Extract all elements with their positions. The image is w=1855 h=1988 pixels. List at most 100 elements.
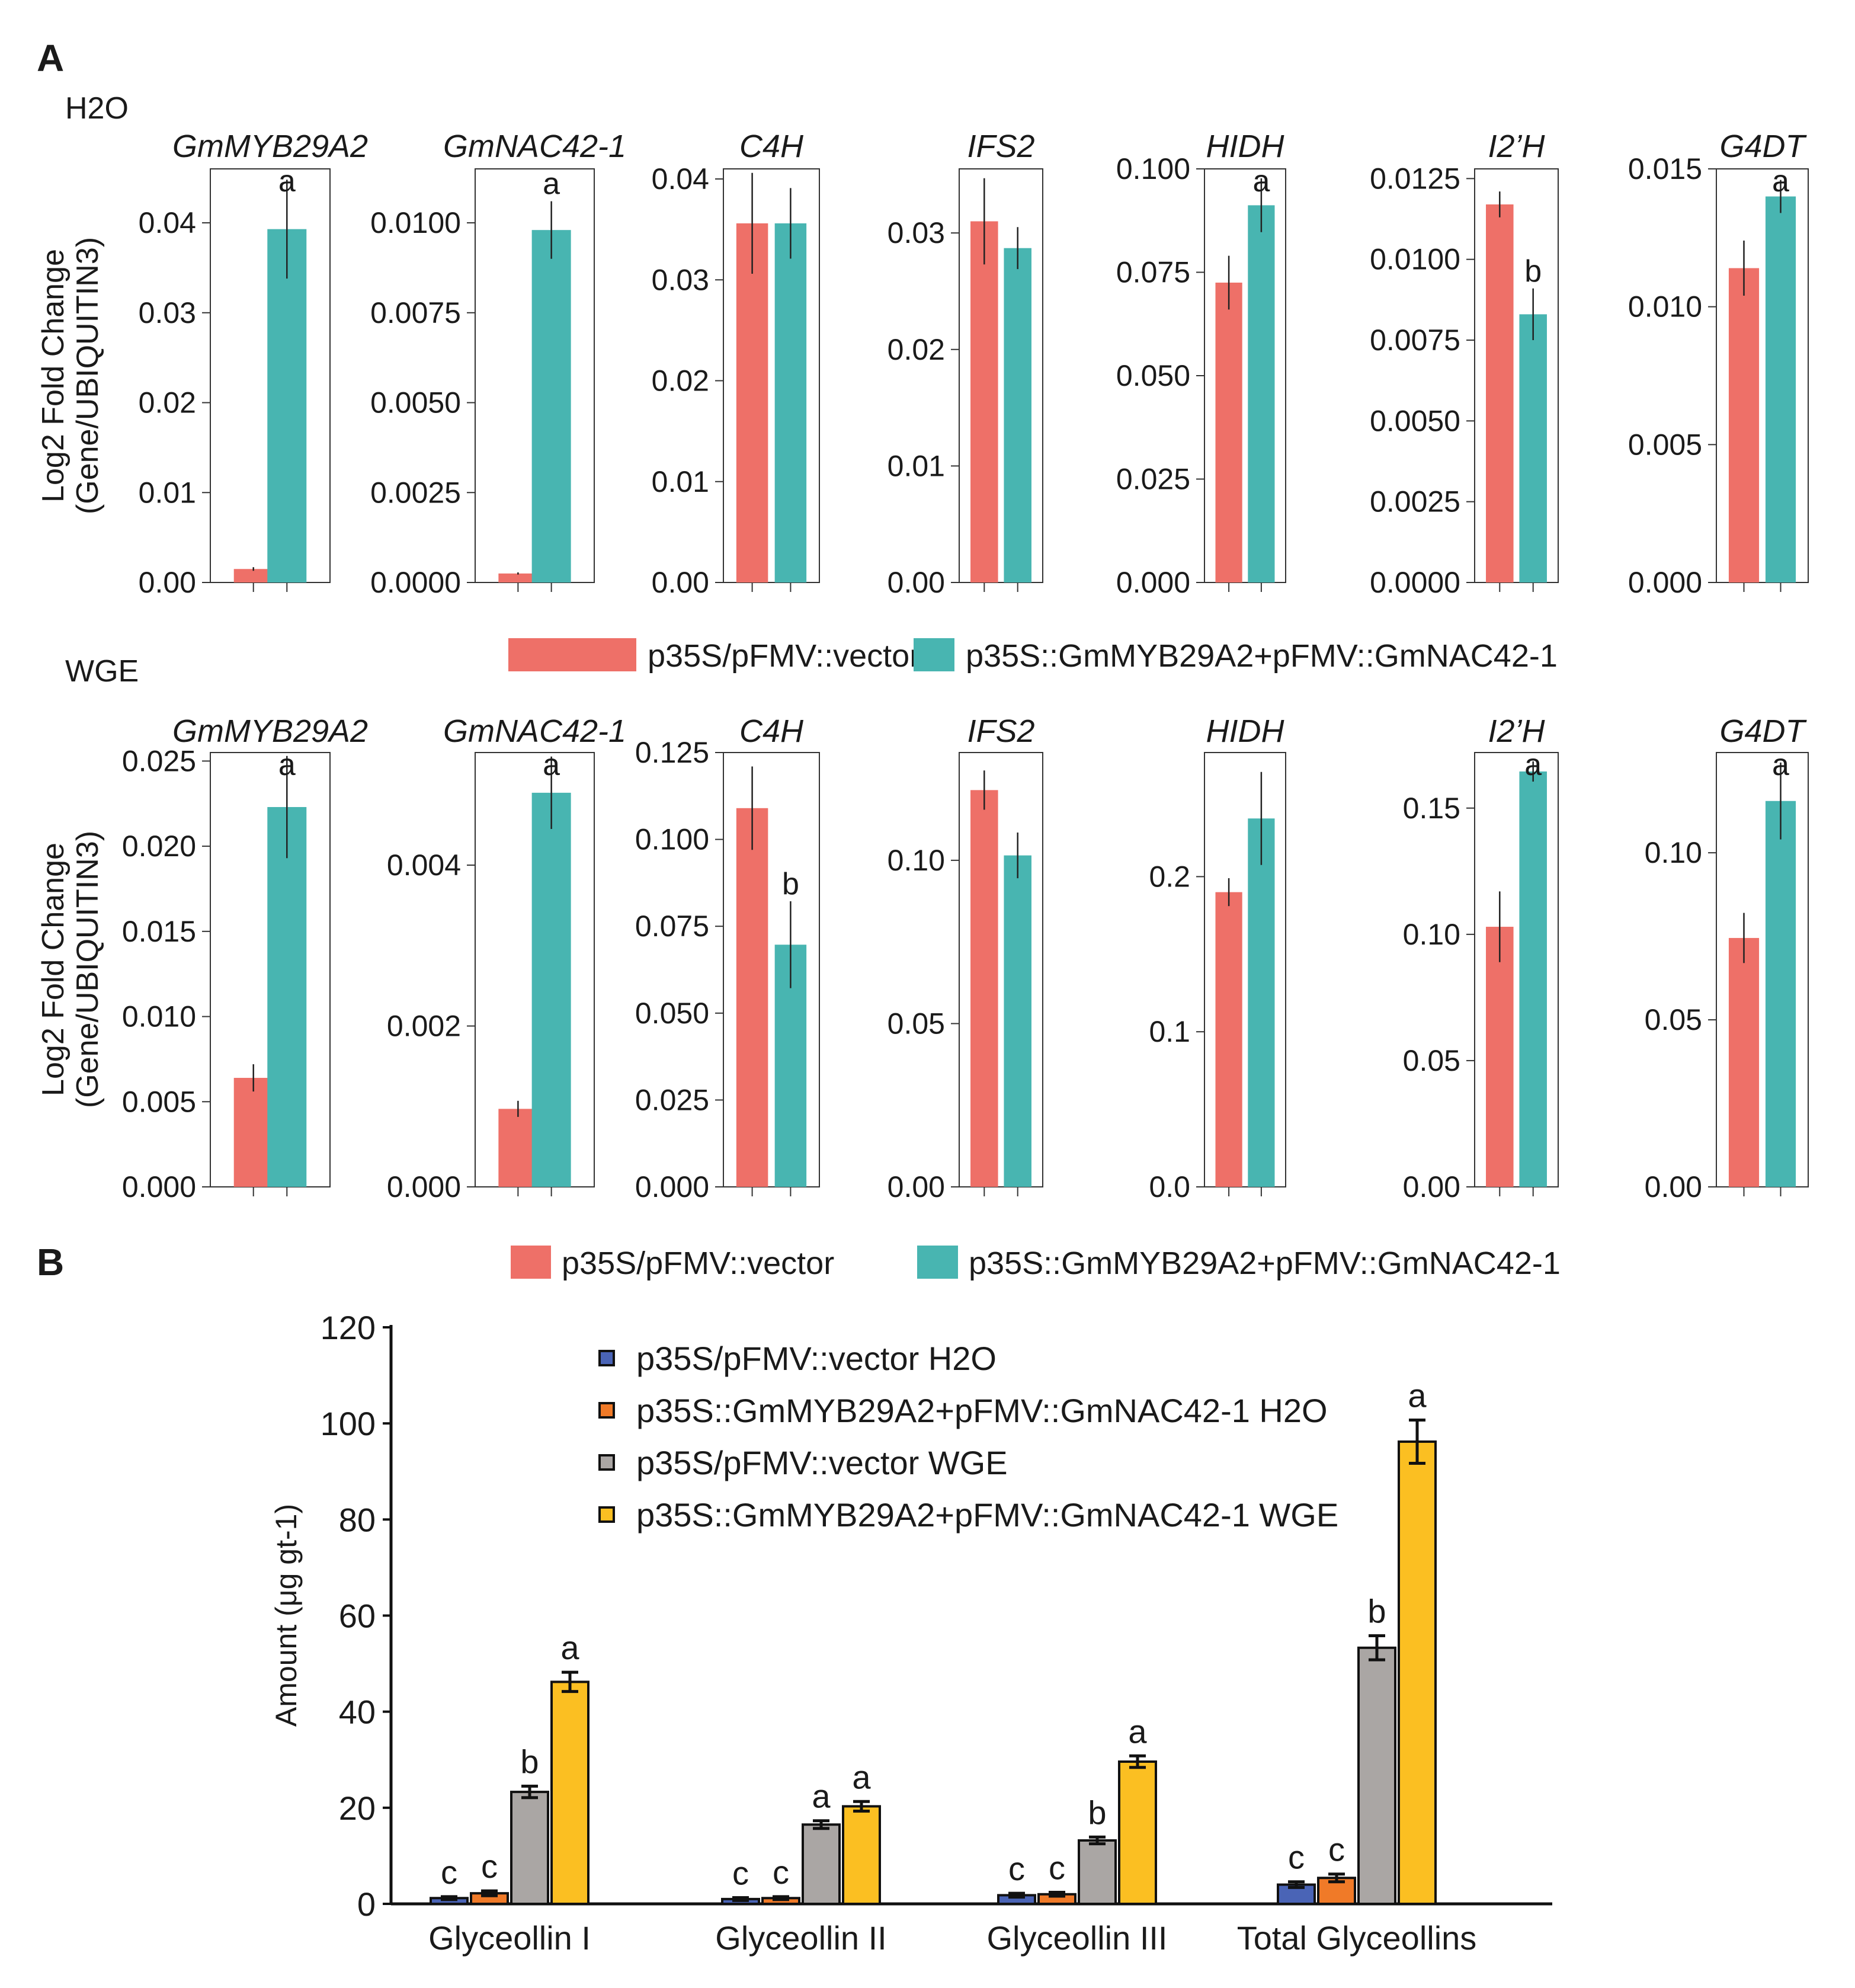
bar-overexpression [1519, 771, 1547, 1187]
bar-overexpression-wge [550, 1680, 590, 1906]
gene-title: HIDH [1206, 713, 1285, 749]
gene-title: G4DT [1719, 129, 1807, 164]
y-tick-label: 120 [321, 1309, 376, 1346]
panel-frame [959, 752, 1043, 1187]
gene-panel-wge-5: HIDH 0.0 0.1 0.2 [1149, 713, 1286, 1203]
panel-frame [1204, 752, 1286, 1187]
bar-vector [736, 223, 768, 582]
gene-title: G4DT [1719, 713, 1807, 749]
bar-vector [498, 573, 538, 582]
significance-letter: c [1328, 1831, 1345, 1868]
gene-panel-wge-7: G4DT 0.00 0.05 0.10 a [1645, 713, 1809, 1203]
gene-title: GmMYB29A2 [172, 713, 368, 749]
significance-letter: c [773, 1853, 789, 1891]
gene-title: HIDH [1206, 129, 1285, 164]
glyceollin-amount-chart: 0 20 40 60 80 100 120 Amount (μg gt-1) Glyceolli… [270, 1309, 1552, 1957]
y-axis-label: Log2 Fold Change (Gene/UBIQUITIN3) [36, 831, 105, 1108]
bar-vector [970, 790, 998, 1187]
legend-label-1: p35S/pFMV::vector [648, 638, 920, 674]
bar-overexpression [267, 229, 307, 582]
legend-label-2: p35S::GmMYB29A2+pFMV::GmNAC42-1 [966, 638, 1558, 674]
bar-vector [1486, 204, 1514, 582]
panel-frame [1716, 168, 1809, 583]
category-label: Total Glyceollins [1237, 1919, 1477, 1957]
panel-frame [723, 168, 820, 583]
gene-panel-h2o-4: IFS2 0.00 0.01 0.02 0.03 [888, 129, 1043, 599]
y-tick-label: 0.05 [1403, 1044, 1460, 1077]
panel-frame [959, 168, 1043, 583]
y-tick-label: 0.000 [122, 1170, 196, 1203]
y-tick-label: 0.0025 [370, 476, 461, 509]
significance-letter: a [278, 164, 296, 199]
bar-vector [1728, 937, 1760, 1187]
legend-swatch-2 [914, 638, 954, 671]
legend-label-1: p35S/pFMV::vector [562, 1246, 834, 1281]
gene-panel-h2o-1: GmMYB29A2 0.00 0.01 0.02 0.03 0.04 a [139, 129, 368, 599]
bar-overexpression [531, 792, 571, 1187]
y-axis-label-line2: (Gene/UBIQUITIN3) [71, 237, 105, 514]
significance-letter: a [543, 167, 560, 201]
y-tick-label: 0.075 [1116, 256, 1190, 289]
gene-title: C4H [739, 713, 804, 749]
row-group-label: WGE [65, 654, 139, 689]
y-tick-label: 20 [339, 1789, 376, 1827]
y-tick-label: 0.0100 [1370, 243, 1460, 276]
y-tick-label: 0.000 [1628, 566, 1702, 599]
significance-letter: a [560, 1629, 579, 1666]
y-tick-label: 0.0050 [1370, 404, 1460, 437]
significance-letter: b [782, 867, 799, 901]
gene-panel-wge-4: IFS2 0.00 0.05 0.10 [888, 713, 1043, 1203]
significance-letter: a [278, 748, 296, 782]
y-tick-label: 0.000 [635, 1170, 709, 1203]
y-tick-label: 0.05 [888, 1007, 945, 1040]
y-tick-label: 0.03 [652, 263, 709, 296]
gene-panel-h2o-2: GmNAC42-1 0.0000 0.0025 0.0050 0.0075 0.0100 a [370, 129, 626, 599]
y-tick-label: 0.100 [635, 823, 709, 856]
legend-swatch-2 [917, 1246, 958, 1279]
row-group-label: H2O [65, 91, 129, 126]
y-tick-label: 0.004 [387, 849, 461, 882]
bar-overexpression [1248, 205, 1275, 582]
bar-overexpression [1004, 855, 1031, 1187]
y-tick-label: 0.15 [1403, 792, 1460, 825]
y-tick-label: 0.100 [1116, 152, 1190, 185]
y-axis-label: Amount (μg gt-1) [270, 1504, 303, 1727]
significance-letter: c [1049, 1849, 1065, 1887]
panel-frame [1716, 752, 1809, 1187]
significance-letter: b [520, 1743, 539, 1780]
gene-title: IFS2 [967, 713, 1034, 749]
significance-letter: b [1524, 254, 1542, 289]
gene-title: GmMYB29A2 [172, 129, 368, 164]
y-tick-label: 0.020 [122, 830, 196, 863]
y-tick-label: 0.02 [139, 386, 196, 420]
gene-title: C4H [739, 129, 804, 164]
panel-frame [1474, 168, 1559, 583]
legend-swatch-1 [511, 1246, 551, 1279]
gene-title: GmNAC42-1 [443, 129, 626, 164]
y-axis-label-text: Amount (μg gt-1) [270, 1504, 303, 1727]
gene-title: I2’H [1488, 129, 1545, 164]
y-tick-label: 0.04 [652, 162, 709, 196]
significance-letter: c [441, 1853, 457, 1891]
y-tick-label: 80 [339, 1501, 376, 1538]
y-tick-label: 0.02 [652, 364, 709, 398]
significance-letter: a [543, 748, 560, 782]
y-tick-label: 0.00 [139, 566, 196, 599]
category-label: Glyceollin III [987, 1919, 1168, 1957]
y-tick-label: 0.04 [139, 206, 196, 239]
y-tick-label: 0.03 [888, 216, 945, 249]
y-tick-label: 0 [357, 1885, 376, 1923]
bar-overexpression [531, 230, 571, 582]
gene-panel-h2o-7: G4DT 0.000 0.005 0.010 0.015 a [1628, 129, 1809, 599]
category-label: Glyceollin II [715, 1919, 886, 1957]
bar-vector [1486, 927, 1514, 1187]
y-tick-label: 0.125 [635, 736, 709, 769]
y-tick-label: 60 [339, 1598, 376, 1635]
gene-panel-wge-6: I2’H 0.00 0.05 0.10 0.15 a [1403, 713, 1559, 1203]
panel-a-label: A [37, 37, 64, 79]
bar-vector [233, 1078, 273, 1187]
wge-expression-row: WGE Log2 Fold Change (Gene/UBIQUITIN3) GmMY… [36, 654, 1809, 1281]
y-tick-label: 0.0125 [1370, 162, 1460, 195]
y-tick-label: 0.10 [1403, 918, 1460, 951]
y-tick-label: 0.075 [635, 910, 709, 943]
